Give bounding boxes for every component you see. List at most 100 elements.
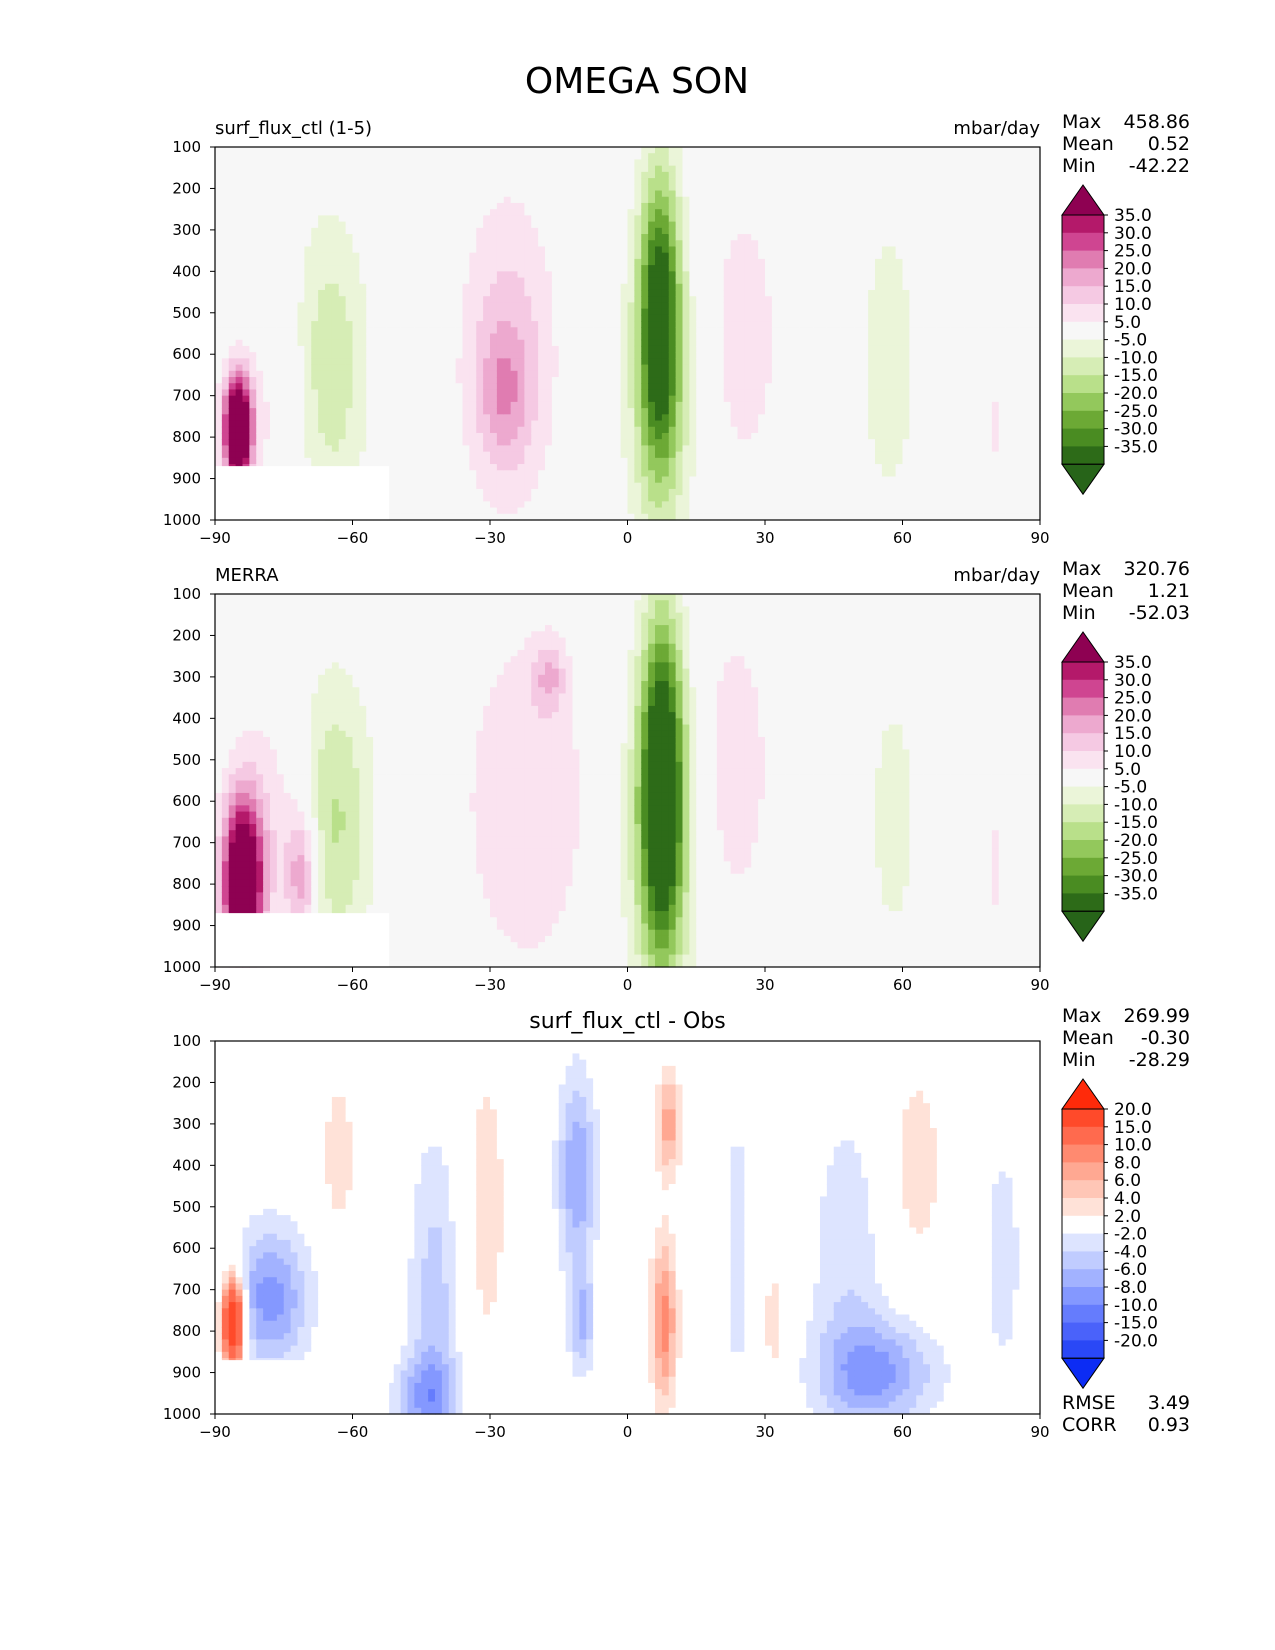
field-cell [456,495,463,502]
field-cell [428,228,435,235]
field-cell [236,178,243,185]
field-cell [346,433,353,440]
field-cell [538,296,545,303]
field-cell [332,309,339,316]
field-cell [648,476,655,483]
field-cell [249,433,256,440]
field-cell [256,253,263,260]
field-cell [353,259,360,266]
field-cell [249,278,256,285]
field-cell [359,346,366,353]
field-cell [483,340,490,347]
field-cell [586,253,593,260]
field-cell [414,458,421,465]
field-cell [689,445,696,452]
field-cell [256,246,263,253]
field-cell [717,445,724,452]
field-cell [401,159,408,166]
field-cell [435,172,442,179]
field-cell [600,265,607,272]
field-cell [538,458,545,465]
field-cell [662,271,669,278]
field-cell [304,433,311,440]
field-cell [394,445,401,452]
field-cell [359,421,366,428]
field-cell [311,383,318,390]
field-cell [270,433,277,440]
field-cell [304,246,311,253]
field-cell [408,346,415,353]
field-cell [779,222,786,229]
field-cell [573,408,580,415]
field-cell [731,495,738,502]
field-cell [380,340,387,347]
field-cell [772,508,779,515]
field-cell [435,222,442,229]
field-cell [428,421,435,428]
field-cell [683,414,690,421]
field-cell [703,414,710,421]
field-cell [442,172,449,179]
field-cell [243,452,250,459]
field-cell [401,203,408,210]
field-cell [353,321,360,328]
field-cell [490,284,497,291]
field-cell [435,278,442,285]
field-cell [456,421,463,428]
field-cell [779,271,786,278]
field-cell [408,495,415,502]
field-cell [414,396,421,403]
field-cell [249,346,256,353]
field-cell [573,197,580,204]
field-cell [634,302,641,309]
field-cell [387,253,394,260]
field-cell [669,408,676,415]
field-cell [311,433,318,440]
field-cell [435,178,442,185]
field-cell [518,396,525,403]
field-cell [524,159,531,166]
field-cell [662,433,669,440]
field-cell [689,383,696,390]
field-cell [373,445,380,452]
field-cell [215,402,222,409]
field-cell [249,396,256,403]
field-cell [449,352,456,359]
field-cell [696,402,703,409]
field-cell [710,209,717,216]
field-cell [504,408,511,415]
field-cell [270,439,277,446]
field-cell [463,483,470,490]
field-cell [621,309,628,316]
field-cell [318,184,325,191]
field-cell [284,402,291,409]
field-cell [710,253,717,260]
field-cell [566,445,573,452]
field-cell [634,271,641,278]
field-cell [456,334,463,341]
field-cell [765,191,772,198]
field-cell [428,290,435,297]
field-cell [731,408,738,415]
field-cell [414,433,421,440]
field-cell [779,240,786,247]
field-cell [291,228,298,235]
field-cell [559,166,566,173]
field-cell [524,396,531,403]
field-cell [579,259,586,266]
field-cell [318,147,325,154]
field-cell [524,358,531,365]
field-cell [593,172,600,179]
field-cell [414,352,421,359]
field-cell [298,278,305,285]
field-cell [311,365,318,372]
field-cell [284,290,291,297]
field-cell [311,309,318,316]
field-cell [538,489,545,496]
field-cell [291,178,298,185]
field-cell [531,414,538,421]
field-cell [634,240,641,247]
field-cell [463,296,470,303]
field-cell [628,184,635,191]
field-cell [366,234,373,241]
